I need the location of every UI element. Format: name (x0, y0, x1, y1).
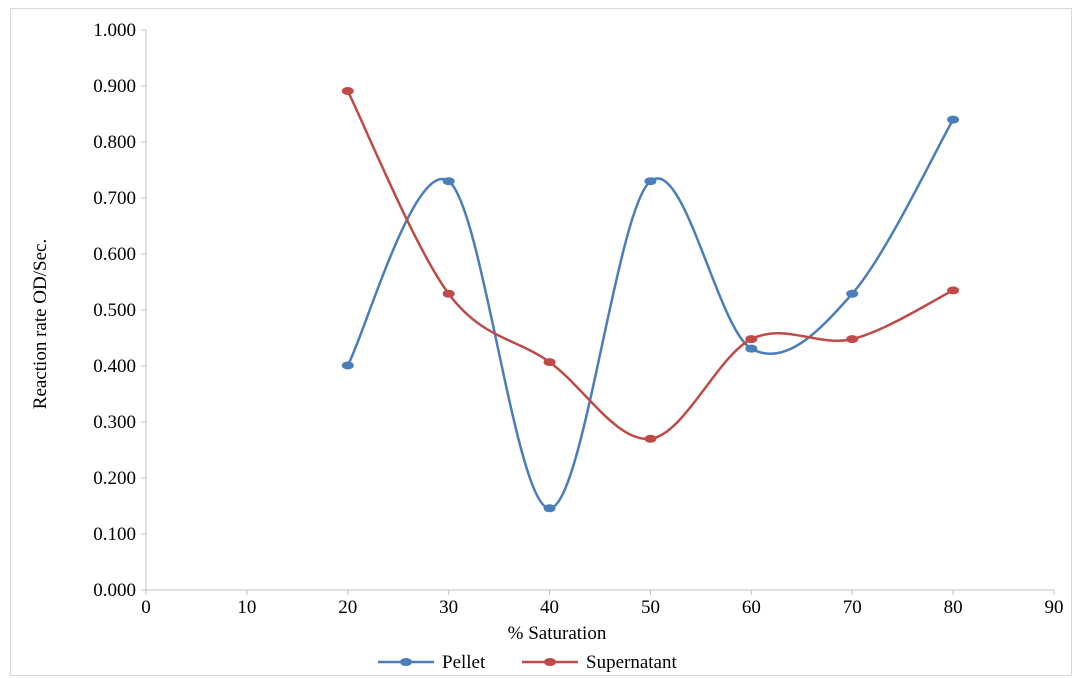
data-point-pellet (745, 344, 758, 353)
data-point-supernatant (341, 87, 354, 96)
data-point-supernatant (644, 434, 657, 443)
data-point-supernatant (543, 358, 556, 367)
data-point-pellet (442, 177, 455, 186)
chart-frame (10, 8, 1072, 676)
legend-label: Pellet (442, 652, 486, 673)
x-tick-label: 50 (641, 597, 660, 618)
data-point-supernatant (442, 289, 455, 298)
legend-swatch-marker (544, 658, 556, 666)
legend-swatch-marker (400, 658, 412, 666)
x-tick-label: 0 (141, 597, 151, 618)
series-layer (341, 87, 960, 513)
x-tick-label: 70 (843, 597, 862, 618)
x-tick-label: 80 (944, 597, 963, 618)
y-tick-label: 0.200 (93, 468, 136, 489)
x-tick-label: 40 (540, 597, 559, 618)
y-tick-label: 0.700 (93, 188, 136, 209)
legend-item-supernatant: Supernatant (522, 652, 677, 673)
y-tick-label: 0.000 (93, 580, 136, 601)
legend-item-pellet: Pellet (378, 652, 486, 673)
y-tick-labels: 0.000 0.100 0.200 0.300 0.400 0.500 0.600 0.700… (93, 20, 136, 601)
legend-label: Supernatant (586, 652, 677, 673)
x-tick-label: 10 (237, 597, 256, 618)
y-tick-label: 0.100 (93, 524, 136, 545)
data-point-supernatant (745, 335, 758, 344)
data-point-pellet (947, 115, 960, 124)
y-tick-label: 1.000 (93, 20, 136, 41)
y-axis-title: Reaction rate OD/Sec. (30, 239, 51, 409)
data-point-pellet (543, 504, 556, 513)
series-line-supernatant (346, 90, 954, 441)
x-tick-labels: 0 10 20 30 40 50 60 70 80 90 (141, 597, 1063, 618)
data-point-pellet (846, 289, 859, 298)
y-tick-label: 0.300 (93, 412, 136, 433)
y-tick-label: 0.900 (93, 76, 136, 97)
y-tick-label: 0.400 (93, 356, 136, 377)
data-point-pellet (644, 177, 657, 186)
x-tick-label: 30 (439, 597, 458, 618)
data-point-pellet (341, 361, 354, 370)
chart-axes (141, 29, 1055, 595)
series-supernatant (341, 87, 960, 443)
y-tick-label: 0.500 (93, 300, 136, 321)
y-tick-label: 0.600 (93, 244, 136, 265)
x-axis-title: % Saturation (508, 623, 607, 644)
x-tick-label: 90 (1045, 597, 1064, 618)
data-point-supernatant (846, 335, 859, 344)
y-tick-label: 0.800 (93, 132, 136, 153)
legend: Pellet Supernatant (378, 652, 677, 673)
series-pellet (341, 115, 960, 513)
x-tick-label: 20 (338, 597, 357, 618)
data-point-supernatant (947, 286, 960, 295)
x-tick-label: 60 (742, 597, 761, 618)
